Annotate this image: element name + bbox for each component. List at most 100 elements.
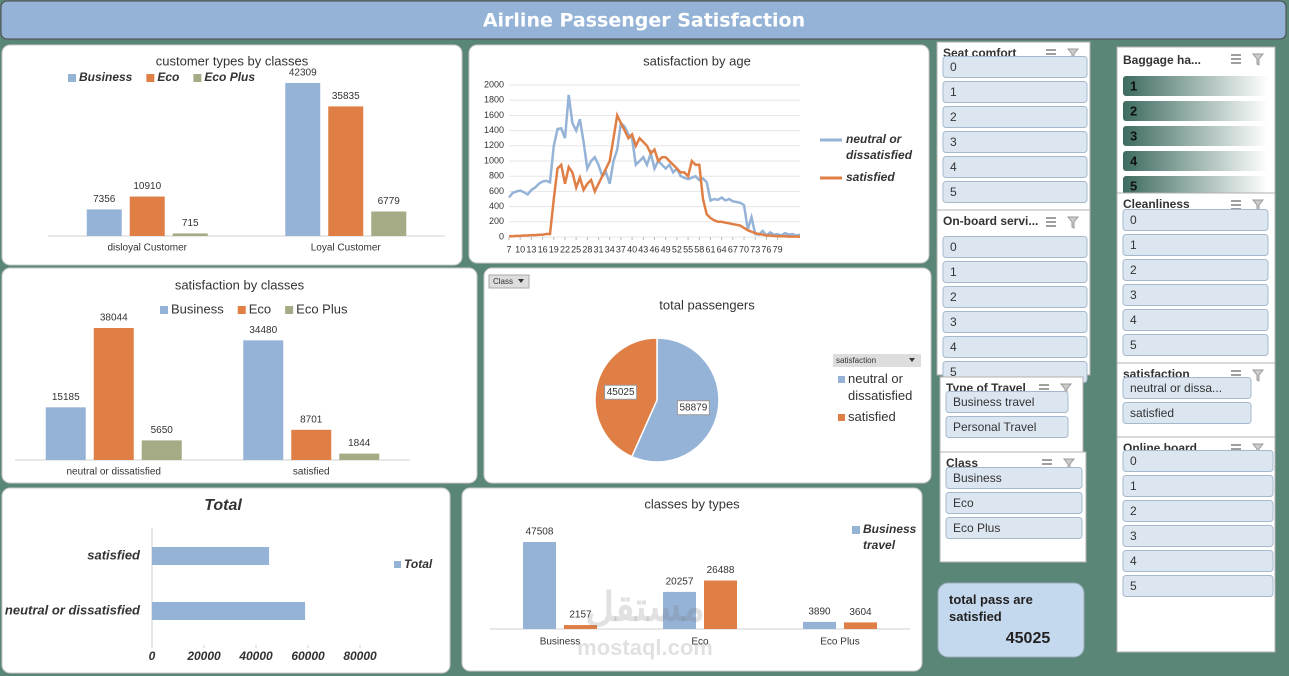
slicer-title: Class: [946, 456, 978, 470]
slicer-item-label: 5: [950, 185, 957, 199]
y-tick-label: 1800: [484, 95, 504, 105]
legend-swatch: [394, 561, 401, 568]
slicer-item[interactable]: [942, 131, 1088, 153]
x-tick-label: Eco Plus: [820, 637, 859, 648]
clear-filter-icon: [1251, 53, 1265, 66]
legend-label: Business: [79, 70, 133, 84]
slicer-item[interactable]: [945, 467, 1083, 489]
slicer-item[interactable]: [1122, 550, 1274, 572]
legend-swatch: [193, 74, 202, 82]
chart-panel: [468, 44, 930, 264]
dropdown-arrow: [909, 358, 915, 362]
slicer-item[interactable]: [1123, 176, 1268, 196]
slicer-title: Baggage ha...: [1123, 53, 1201, 67]
slicer-item[interactable]: [942, 156, 1088, 178]
legend-label: Eco Plus: [204, 70, 255, 84]
slicer-item[interactable]: [1122, 284, 1269, 306]
bar: [663, 591, 696, 629]
slicer-item[interactable]: [945, 517, 1083, 539]
legend-swatch: [146, 74, 155, 82]
slicer-item[interactable]: [1122, 450, 1274, 472]
bar: [328, 106, 364, 236]
value-label: 35835: [332, 91, 360, 102]
legend-label: Eco Plus: [296, 301, 348, 316]
x-tick-label: 37: [616, 244, 626, 254]
clear-filter-icon: [1251, 369, 1265, 382]
x-tick-label: 20000: [186, 649, 221, 663]
slicer-item[interactable]: [942, 236, 1088, 258]
slicer-item[interactable]: [942, 56, 1088, 78]
bar: [291, 429, 332, 460]
slicer-item[interactable]: [945, 416, 1069, 438]
slicer-item-label: 4: [950, 160, 957, 174]
pie-slice: [630, 337, 720, 463]
slicer-item[interactable]: [1122, 525, 1274, 547]
slicer-panel: [939, 376, 1084, 455]
y-tick-label: 1400: [484, 125, 504, 135]
x-tick-label: 40: [627, 244, 637, 254]
value-label: 15185: [52, 392, 80, 403]
x-tick-label: 7: [506, 244, 511, 254]
slicer-item[interactable]: [942, 181, 1088, 203]
slicer-item[interactable]: [1122, 377, 1252, 399]
value-label: 5650: [151, 425, 174, 436]
slicer-item[interactable]: [942, 106, 1088, 128]
slicer-item[interactable]: [942, 81, 1088, 103]
legend-label: Business: [171, 301, 224, 316]
slicer-item[interactable]: [1122, 309, 1269, 331]
slicer-item[interactable]: [1123, 101, 1268, 121]
bar: [93, 328, 134, 460]
slicer-item-label: Eco: [953, 496, 974, 510]
slicer-item-label: 3: [1130, 288, 1137, 302]
slicer-title: On-board servi...: [943, 214, 1038, 228]
slicer-item-label: Eco Plus: [953, 521, 1000, 535]
bar: [803, 621, 836, 629]
slicer-item-label: 1: [950, 265, 957, 279]
slicer-item-label: 4: [950, 340, 957, 354]
slicer-item-label: 3: [1130, 529, 1137, 543]
chart-title: Total: [204, 497, 242, 514]
slicer-item[interactable]: [1122, 475, 1274, 497]
slicer-item-label: 2: [1130, 103, 1137, 118]
chart-title: satisfaction by classes: [175, 277, 305, 292]
filter-button[interactable]: [488, 274, 530, 289]
slicer-item[interactable]: [945, 492, 1083, 514]
slicer-item-label: 5: [1130, 178, 1137, 193]
y-tick-label: 0: [499, 231, 504, 241]
slicer-item[interactable]: [1122, 259, 1269, 281]
data-label-box: [676, 400, 710, 416]
slicer-item[interactable]: [1122, 209, 1269, 231]
slicer-item-label: 0: [950, 60, 957, 74]
slicer-title: Cleanliness: [1123, 197, 1190, 211]
bar: [523, 542, 556, 629]
slicer-item[interactable]: [1123, 76, 1268, 96]
slicer-item-label: 0: [1130, 454, 1137, 468]
bar: [564, 625, 597, 629]
x-tick-label: 16: [538, 244, 548, 254]
slicer-item[interactable]: [942, 311, 1088, 333]
dashboard-title: Airline Passenger Satisfaction: [483, 10, 805, 32]
slicer-item[interactable]: [1122, 234, 1269, 256]
slicer-item[interactable]: [1122, 402, 1252, 424]
x-tick-label: 79: [773, 244, 783, 254]
legend-swatch: [237, 306, 246, 314]
slicer-item[interactable]: [1123, 151, 1268, 171]
slicer-item-label: 0: [950, 240, 957, 254]
slicer-item[interactable]: [1122, 334, 1269, 356]
slicer-item[interactable]: [942, 336, 1088, 358]
slicer-item[interactable]: [1122, 575, 1274, 597]
slicer-item[interactable]: [942, 286, 1088, 308]
slicer-item-label: 3: [950, 315, 957, 329]
slicer-item[interactable]: [942, 261, 1088, 283]
value-label: 20257: [666, 577, 694, 588]
slicer-item[interactable]: [945, 391, 1069, 413]
legend-label: neutral or dissatisfied: [846, 132, 913, 162]
y-tick-label: 1000: [484, 155, 504, 165]
slicer-item[interactable]: [1122, 500, 1274, 522]
x-tick-label: 22: [560, 244, 570, 254]
slicer-item-label: 2: [950, 110, 957, 124]
slicer-item[interactable]: [1123, 126, 1268, 146]
slicer-item-label: 4: [1130, 313, 1137, 327]
